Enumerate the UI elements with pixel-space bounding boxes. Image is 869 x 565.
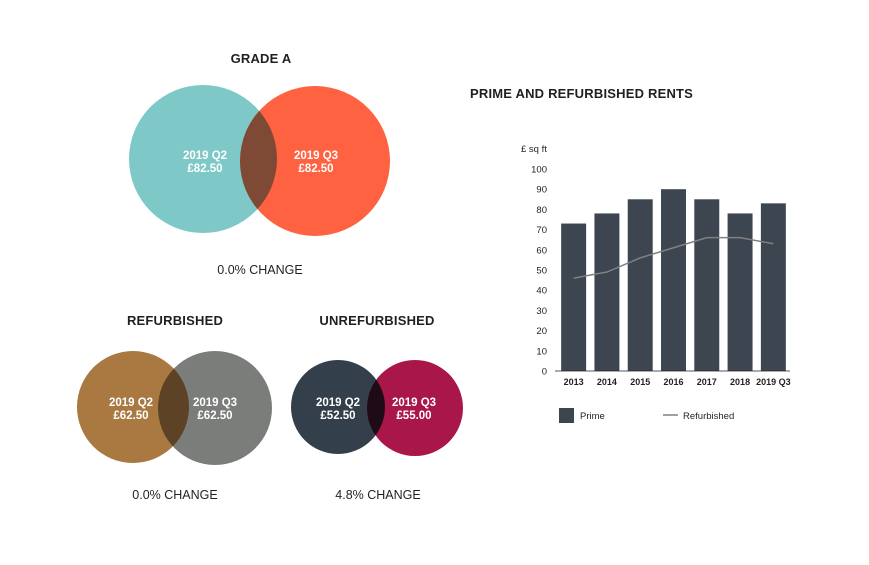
- bar: [661, 189, 686, 371]
- y-tick-label: 20: [536, 326, 547, 337]
- x-tick-label: 2017: [697, 377, 717, 387]
- y-tick-label: 100: [531, 165, 547, 176]
- y-tick-label: 30: [536, 306, 547, 317]
- unrefurbished-q2-period: 2019 Q2: [316, 397, 360, 409]
- bar: [694, 199, 720, 371]
- x-tick-label: 2018: [730, 377, 750, 387]
- bar: [627, 199, 653, 371]
- y-tick-label: 80: [536, 205, 547, 216]
- refurbished-change: 0.0% CHANGE: [132, 488, 218, 502]
- bar: [561, 223, 587, 371]
- y-tick-label: 0: [542, 367, 547, 378]
- y-tick-label: 70: [536, 225, 547, 236]
- y-tick-label: 50: [536, 266, 547, 277]
- refurbished-title: REFURBISHED: [126, 313, 224, 328]
- unrefurbished-change: 4.8% CHANGE: [335, 488, 421, 502]
- x-tick-label: 2019 Q3: [756, 377, 791, 387]
- venn-refurbished-q3-circle: [158, 351, 272, 465]
- venn-grade-a-q2-circle: [129, 85, 277, 233]
- grade-a-title: GRADE A: [230, 51, 292, 66]
- unrefurbished-title: UNREFURBISHED: [319, 313, 435, 328]
- bar: [594, 213, 620, 371]
- refurbished-q2-period: 2019 Q2: [109, 397, 153, 409]
- legend-prime-label: Prime: [580, 411, 605, 422]
- grade-a-q3-period: 2019 Q3: [294, 150, 338, 162]
- legend-refurbished-label: Refurbished: [683, 411, 734, 422]
- y-tick-label: 90: [536, 185, 547, 196]
- x-tick-label: 2013: [564, 377, 584, 387]
- unrefurbished-q3-period: 2019 Q3: [392, 397, 436, 409]
- x-tick-label: 2016: [663, 377, 683, 387]
- y-tick-label: 10: [536, 346, 547, 357]
- unrefurbished-q2-value: £52.50: [320, 410, 355, 422]
- venn-refurbished-q2-circle: [77, 351, 189, 463]
- rents-chart: £ sq ft 0 10 20 30 40 50 60 70 80 90 100 2013 2014 201…: [521, 144, 791, 423]
- venn-grade-a: 2019 Q2 £82.50 2019 Q3 £82.50: [129, 85, 390, 236]
- y-tick-label: 60: [536, 245, 547, 256]
- unrefurbished-q3-value: £55.00: [396, 410, 431, 422]
- venn-unrefurbished-q3-circle: [367, 360, 463, 456]
- legend-prime-swatch: [559, 408, 574, 423]
- venn-unrefurbished: 2019 Q2 £52.50 2019 Q3 £55.00: [291, 360, 463, 456]
- grade-a-q3-value: £82.50: [298, 163, 333, 175]
- venn-grade-a-q3-circle: [240, 86, 390, 236]
- grade-a-q2-value: £82.50: [187, 163, 222, 175]
- venn-refurbished: 2019 Q2 £62.50 2019 Q3 £62.50: [77, 351, 272, 465]
- x-tick-label: 2015: [630, 377, 650, 387]
- refurbished-q3-period: 2019 Q3: [193, 397, 237, 409]
- refurbished-q3-value: £62.50: [197, 410, 232, 422]
- grade-a-change: 0.0% CHANGE: [217, 263, 303, 277]
- refurbished-q2-value: £62.50: [113, 410, 148, 422]
- venn-unrefurbished-q2-circle: [291, 360, 385, 454]
- x-tick-label: 2014: [597, 377, 617, 387]
- grade-a-q2-period: 2019 Q2: [183, 150, 227, 162]
- y-axis-label: £ sq ft: [521, 144, 547, 155]
- y-tick-label: 40: [536, 286, 547, 297]
- bar: [760, 203, 786, 371]
- chart-title: PRIME AND REFURBISHED RENTS: [470, 86, 694, 101]
